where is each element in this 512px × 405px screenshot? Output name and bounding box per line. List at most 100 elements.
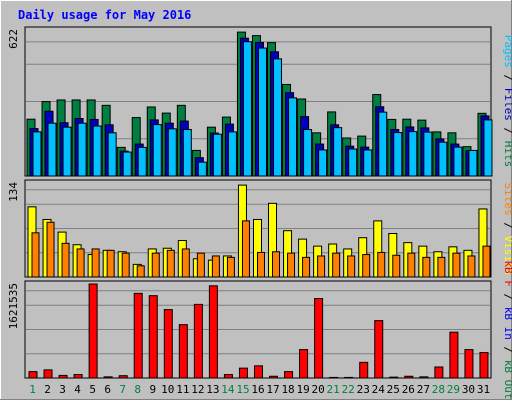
sites-bar [407, 252, 416, 278]
day-label: 23 [357, 383, 370, 396]
kb-bar [269, 375, 279, 379]
pages-bar [62, 126, 72, 177]
kb-bar [73, 374, 83, 379]
kb-bar [133, 292, 143, 379]
sites-bar [226, 256, 235, 278]
pages-bar [92, 125, 102, 177]
pages-bar [393, 132, 403, 177]
legend-entry: kB In [502, 307, 512, 340]
pages-bar [288, 97, 298, 177]
pages-bar [468, 149, 478, 177]
pages-bar [438, 141, 448, 177]
day-label: 17 [266, 383, 279, 396]
day-label: 1 [29, 383, 36, 396]
sites-bar [166, 249, 175, 278]
kb-bar [193, 303, 203, 379]
pages-bar [32, 131, 42, 177]
legend-hits: Pages / Files / Hits [502, 35, 512, 168]
pages-bar [318, 149, 328, 177]
kb-bar [389, 376, 399, 379]
pages-bar [107, 132, 117, 177]
sites-bar [392, 254, 401, 278]
legend-entry: Files [502, 88, 512, 121]
legend-kb: kB F / kB In / kB Out [502, 260, 512, 399]
day-label: 25 [387, 383, 400, 396]
pages-bar [197, 161, 207, 177]
pages-bar [453, 146, 463, 177]
kb-bar [223, 374, 233, 379]
pages-bar [227, 131, 237, 177]
kb-bar [148, 295, 158, 379]
pages-bar [423, 131, 433, 177]
pages-bar [167, 128, 177, 177]
sites-bar [256, 251, 265, 278]
legend-entry: Pages [502, 35, 512, 68]
kb-bar [299, 349, 309, 379]
pages-bar [212, 133, 222, 177]
sites-bar [91, 248, 100, 278]
kb-bar [178, 324, 188, 379]
sites-bar [46, 221, 55, 278]
sites-bar [422, 256, 431, 278]
day-label: 21 [327, 383, 340, 396]
sites-bar [347, 255, 356, 278]
chart-title: Daily usage for May 2016 [18, 8, 191, 22]
sites-bar [302, 256, 311, 278]
sites-bar [452, 252, 461, 278]
kb-bar [118, 375, 128, 379]
max-label-kb: 1621535 [7, 283, 20, 329]
sites-bar [332, 252, 341, 278]
kb-bar [359, 361, 369, 379]
day-label: 31 [477, 383, 490, 396]
legend-separator: / [502, 287, 512, 307]
pages-bar [273, 58, 283, 177]
pages-bar [483, 119, 493, 177]
day-label: 2 [44, 383, 51, 396]
sites-bar [272, 251, 281, 278]
pages-bar [122, 151, 132, 177]
kb-bar [404, 375, 414, 379]
pages-bar [408, 131, 418, 177]
sites-bar [211, 255, 220, 278]
sites-bar [76, 248, 85, 278]
kb-bar [43, 369, 53, 379]
legend-entry: kB Out [502, 360, 512, 400]
sites-bar [467, 255, 476, 278]
kb-bar [479, 351, 489, 379]
pages-bar [77, 122, 87, 177]
day-label: 16 [251, 383, 264, 396]
legend-entry: Sites [502, 183, 512, 216]
legend-entry: Visits [502, 236, 512, 276]
sites-bar [377, 251, 386, 278]
kb-bar [103, 376, 113, 379]
sites-bar [31, 232, 40, 278]
legend-entry: kB F [502, 260, 512, 287]
kb-bar [434, 366, 444, 379]
sites-bar [196, 252, 205, 278]
legend-separator: / [502, 216, 512, 236]
sites-bar [136, 265, 145, 278]
pages-bar [137, 146, 147, 177]
day-label: 19 [296, 383, 309, 396]
day-label: 12 [191, 383, 204, 396]
pages-bar [257, 47, 267, 177]
sites-bar [241, 220, 250, 278]
day-label: 13 [206, 383, 219, 396]
day-label: 28 [432, 383, 445, 396]
pages-bar [242, 41, 252, 177]
day-label: 4 [74, 383, 81, 396]
kb-bar [374, 320, 384, 379]
legend-sites: Sites / Visits [502, 183, 512, 276]
sites-bar [482, 245, 491, 278]
pages-bar [182, 129, 192, 177]
chart-bars [26, 31, 493, 379]
kb-bar [344, 376, 354, 379]
sites-bar [181, 248, 190, 278]
max-label-sites: 134 [7, 182, 20, 202]
day-label: 22 [342, 383, 355, 396]
day-label: 26 [402, 383, 415, 396]
day-label: 9 [149, 383, 156, 396]
